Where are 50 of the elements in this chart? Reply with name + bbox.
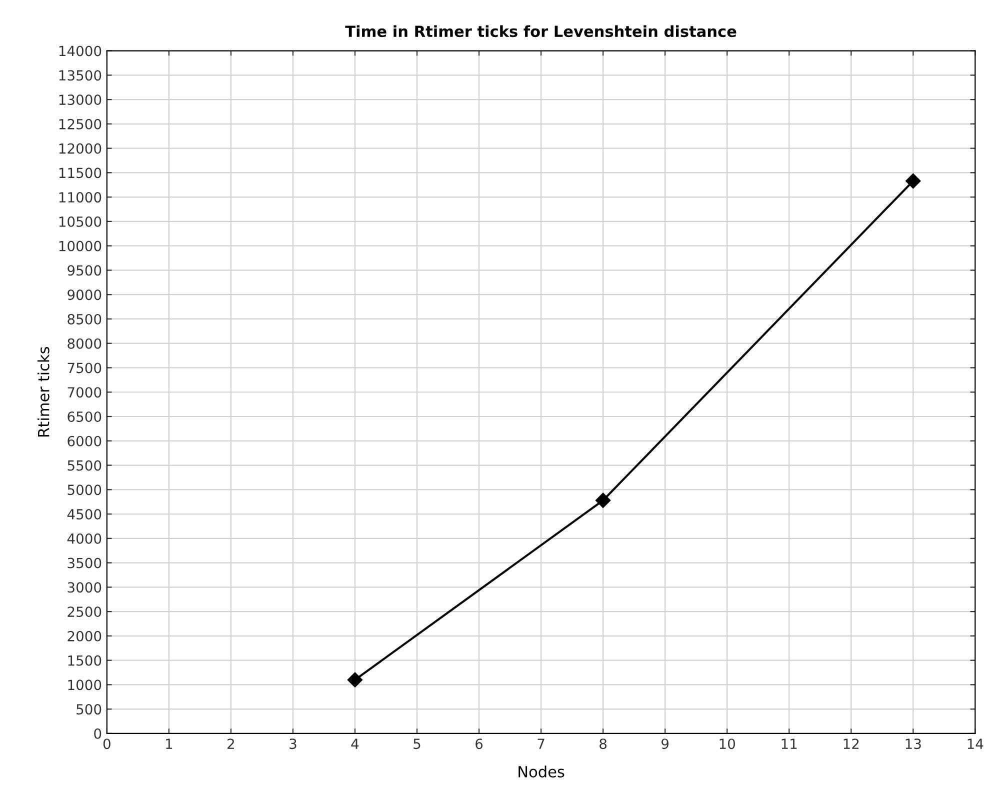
y-tick-label: 4000 bbox=[67, 533, 102, 544]
x-tick-label: 2 bbox=[228, 738, 234, 749]
y-tick-label: 1500 bbox=[68, 655, 102, 666]
y-tick-label: 500 bbox=[76, 704, 102, 715]
y-tick-label: 3500 bbox=[68, 558, 102, 568]
y-tick-label: 1000 bbox=[68, 680, 102, 690]
y-tick-label: 3000 bbox=[68, 582, 102, 593]
y-tick-label: 6500 bbox=[68, 411, 102, 422]
x-tick-label: 11 bbox=[782, 738, 797, 749]
x-tick-label: 10 bbox=[720, 738, 735, 750]
x-tick-label: 5 bbox=[414, 738, 420, 750]
y-tick-label: 5500 bbox=[68, 460, 102, 471]
y-tick-label: 9500 bbox=[68, 265, 102, 276]
x-tick-label: 9 bbox=[662, 738, 669, 750]
y-axis-title: Rtimer ticks bbox=[38, 347, 50, 436]
x-tick-label: 0 bbox=[103, 738, 110, 750]
x-tick-label: 14 bbox=[968, 738, 984, 749]
y-tick-label: 14000 bbox=[59, 46, 102, 56]
y-tick-label: 10000 bbox=[59, 240, 102, 252]
x-tick-label: 4 bbox=[351, 738, 359, 749]
y-tick-label: 11000 bbox=[59, 192, 102, 203]
chart-title: Time in Rtimer ticks for Levenshtein distance bbox=[345, 25, 736, 38]
y-tick-label: 12500 bbox=[59, 118, 102, 130]
x-axis-title: Nodes bbox=[518, 766, 564, 778]
y-tick-label: 10500 bbox=[59, 216, 102, 227]
x-tick-label: 1 bbox=[166, 738, 172, 749]
y-tick-label: 13000 bbox=[59, 94, 102, 106]
point bbox=[595, 492, 611, 508]
y-tick-label: 2500 bbox=[68, 606, 102, 618]
y-tick-label: 6000 bbox=[68, 436, 102, 446]
y-tick-label: 8500 bbox=[68, 314, 102, 324]
x-tick-label: 8 bbox=[600, 738, 607, 750]
y-tick-label: 5000 bbox=[68, 484, 102, 496]
y-tick-label: 11500 bbox=[59, 168, 102, 178]
y-tick-label: 4500 bbox=[67, 508, 102, 520]
y-tick-label: 12000 bbox=[59, 143, 102, 154]
y-tick-label: 8000 bbox=[68, 338, 102, 349]
x-tick-label: 7 bbox=[538, 738, 544, 749]
y-tick-label: 9000 bbox=[68, 290, 102, 300]
x-tick-label: 13 bbox=[906, 738, 921, 750]
y-tick-label: 7500 bbox=[68, 362, 102, 374]
x-tick-label: 6 bbox=[476, 738, 483, 750]
y-tick-label: 13500 bbox=[59, 70, 102, 81]
point bbox=[347, 672, 363, 688]
y-tick-label: 2000 bbox=[68, 630, 102, 642]
y-tick-label: 0 bbox=[94, 728, 102, 739]
x-tick-label: 3 bbox=[290, 738, 296, 750]
x-tick-label: 12 bbox=[844, 738, 859, 749]
y-tick-label: 7000 bbox=[68, 387, 102, 398]
point bbox=[906, 173, 921, 189]
